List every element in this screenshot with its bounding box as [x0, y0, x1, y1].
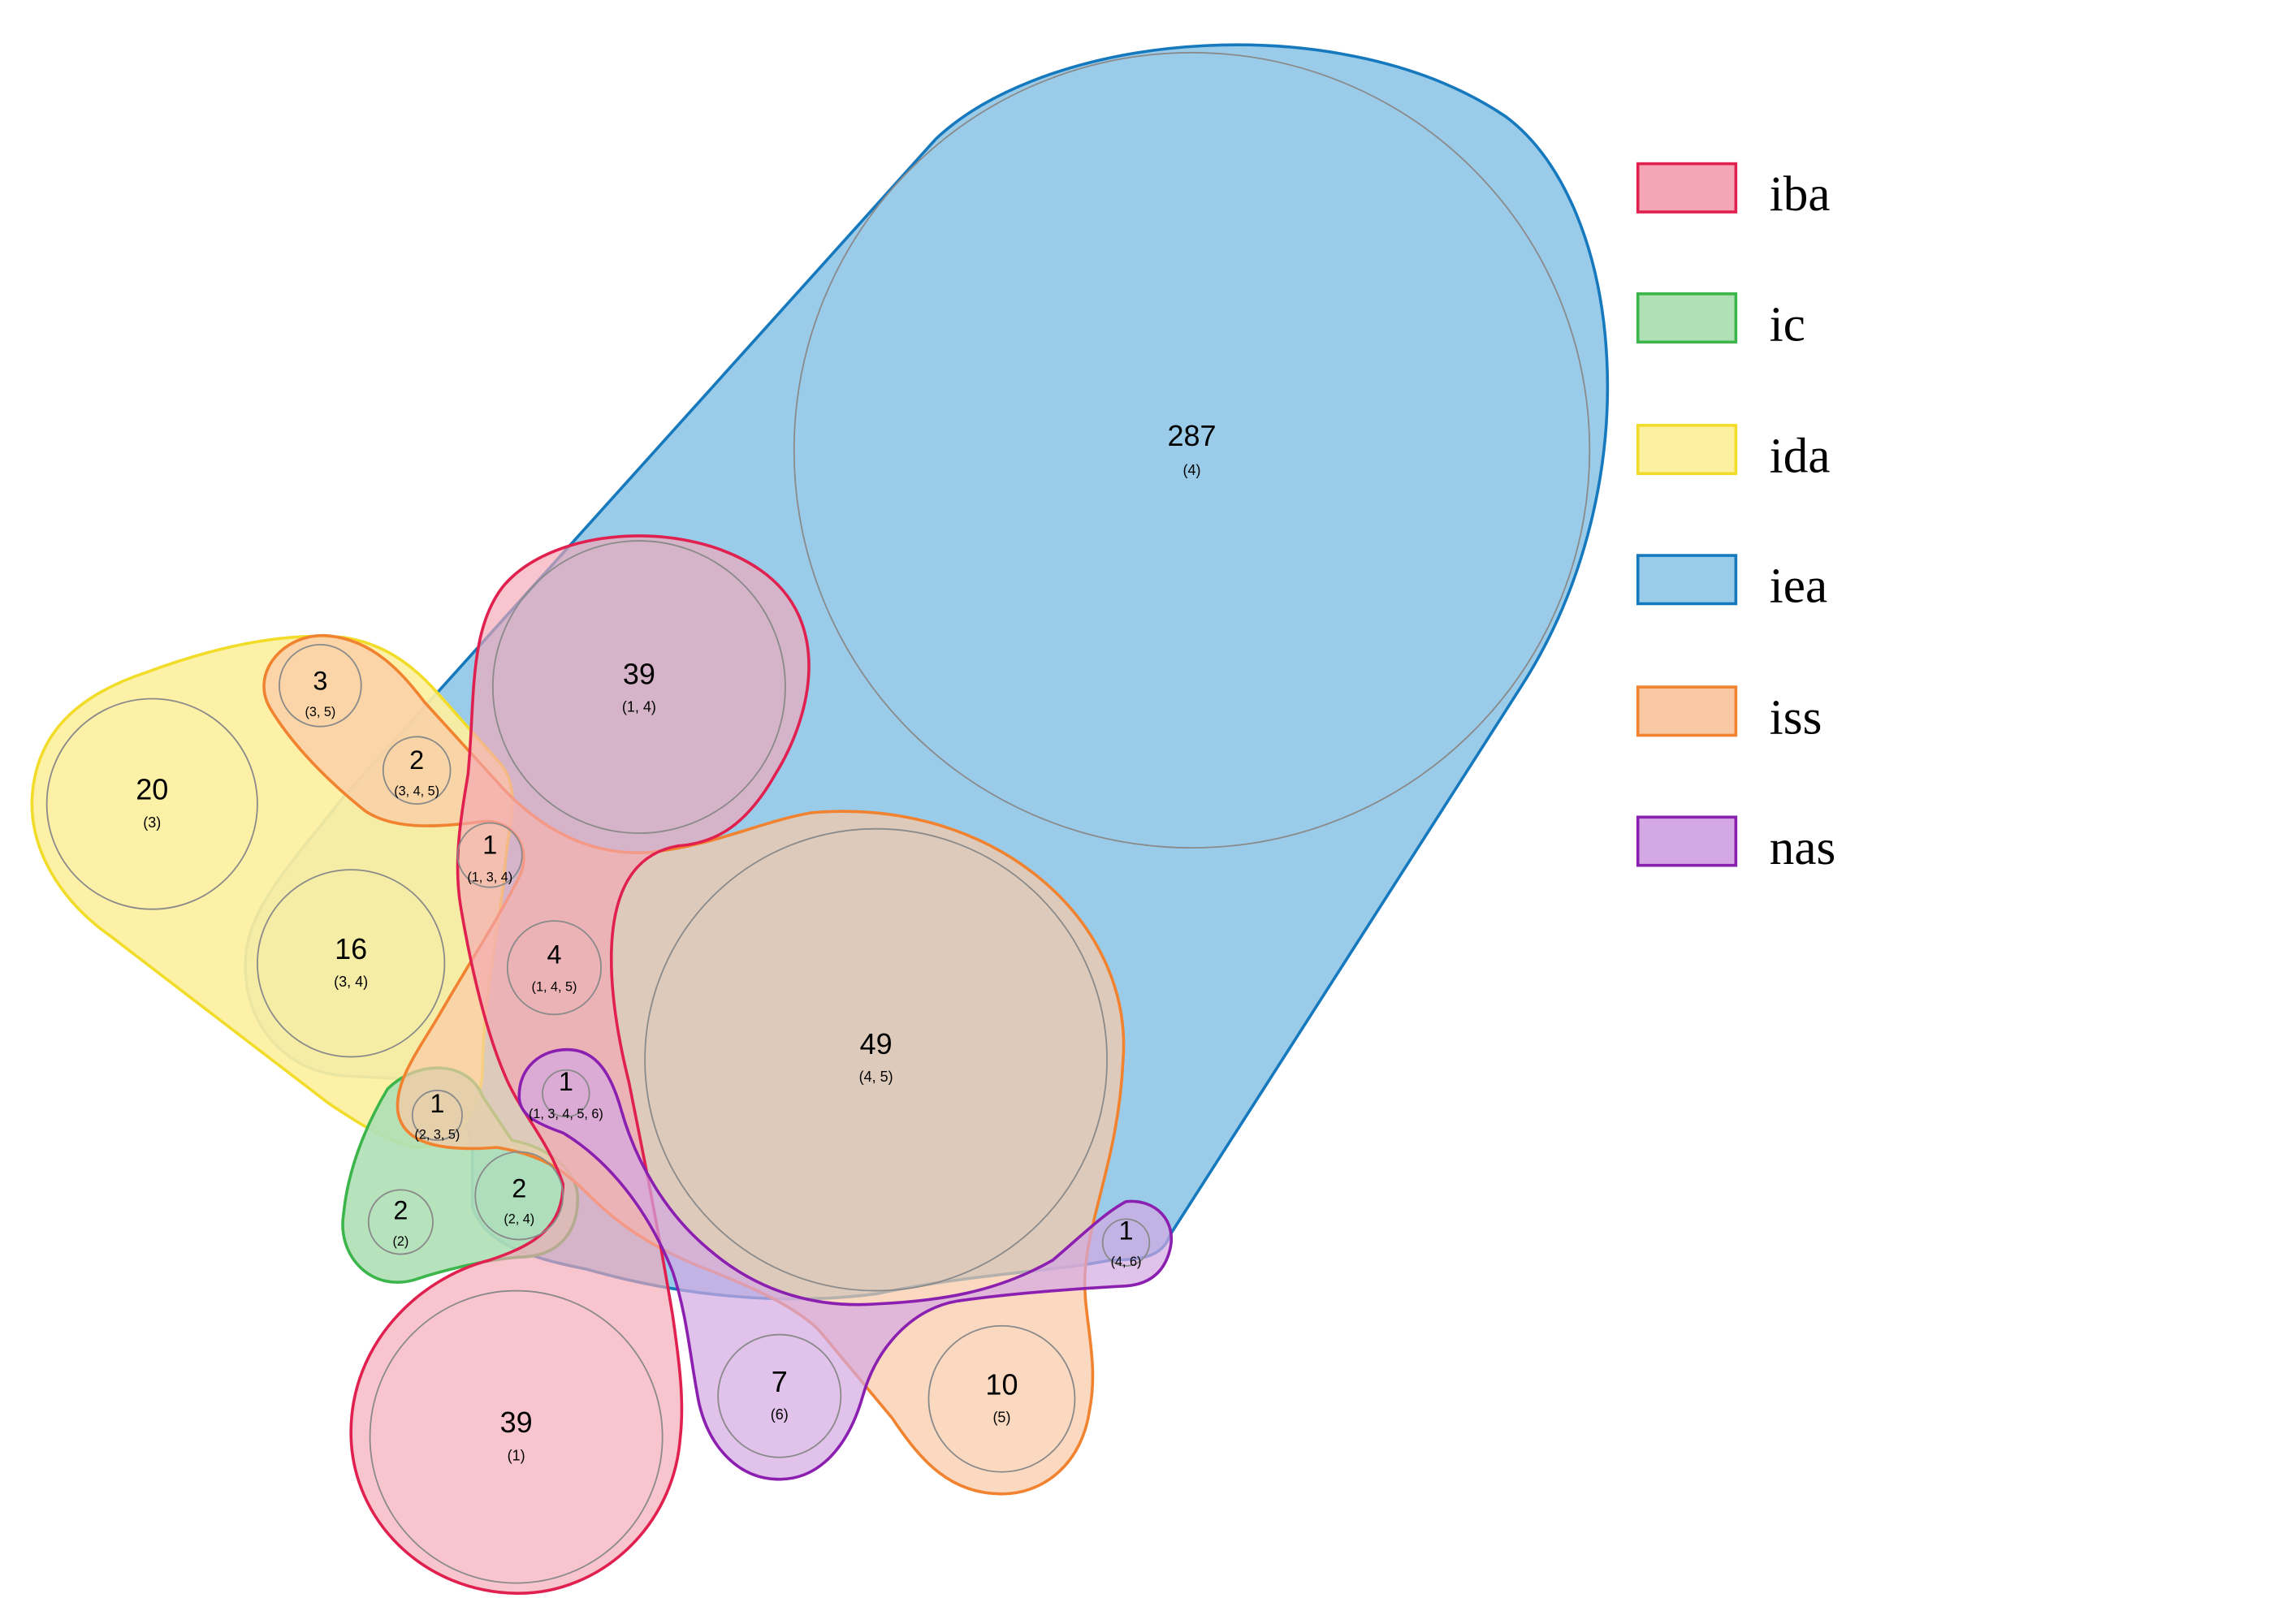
- region-label: 1 (4, 6): [1111, 1216, 1142, 1269]
- legend-swatch: [1636, 292, 1738, 344]
- legend-swatch: [1636, 162, 1738, 214]
- legend-swatch: [1636, 815, 1738, 867]
- region-sets: (1, 4, 5): [532, 980, 577, 995]
- region-circle-4: [793, 51, 1591, 849]
- region-label: 2 (2, 4): [504, 1173, 534, 1226]
- region-circle-134: [456, 822, 523, 888]
- region-sets: (1, 3, 4): [467, 870, 512, 885]
- legend-label: ic: [1770, 296, 1805, 352]
- legend-swatch: [1636, 685, 1738, 737]
- legend-label: iba: [1770, 166, 1831, 222]
- region-label: 287 (4): [1167, 419, 1216, 478]
- region-label: 2 (3, 4, 5): [394, 745, 439, 798]
- region-sets: (2): [392, 1234, 409, 1249]
- legend-item: iba: [1636, 162, 1831, 222]
- region-label: 7(6): [771, 1365, 789, 1423]
- region-circle-46: [1101, 1218, 1151, 1267]
- region-sets: (1, 3, 4, 5, 6): [529, 1107, 603, 1121]
- region-label: 4 (1, 4, 5): [532, 939, 577, 994]
- legend-swatch: [1636, 424, 1738, 476]
- region-circle-24: [474, 1151, 564, 1241]
- region-sets: (3, 4, 5): [394, 784, 439, 798]
- region-sets: (5): [992, 1410, 1010, 1426]
- region-label: 39 (1, 4): [622, 657, 656, 715]
- region-sets: (2, 4): [504, 1212, 534, 1227]
- region-count: 1: [430, 1089, 444, 1118]
- region-sets: (3): [143, 814, 161, 831]
- legend-label: nas: [1770, 820, 1836, 875]
- region-count: 16: [335, 932, 367, 965]
- region-sets: (3, 4): [334, 974, 368, 990]
- legend-label: iss: [1770, 690, 1822, 745]
- region-circle-34: [257, 869, 446, 1058]
- region-circle-1: [369, 1289, 664, 1584]
- region-circle-6: [717, 1333, 842, 1458]
- region-sets: (1): [508, 1447, 525, 1463]
- region-count: 2: [409, 745, 424, 775]
- region-count: 39: [500, 1406, 533, 1439]
- region-count: 39: [623, 657, 655, 690]
- region-count: 4: [547, 939, 561, 969]
- legend-item: ic: [1636, 292, 1805, 352]
- region-count: 287: [1167, 419, 1216, 452]
- region-count: 3: [313, 667, 327, 696]
- region-label: 1 (1, 3, 4, 5, 6): [529, 1067, 603, 1121]
- legend: iba ic ida iea iss nas: [1636, 162, 1836, 875]
- region-label: 1 (1, 3, 4): [467, 830, 512, 884]
- region-circle-3: [45, 698, 258, 910]
- region-sets: (4, 6): [1111, 1255, 1142, 1269]
- region-label: 1 (2, 3, 5): [414, 1089, 460, 1142]
- region-label: 10 (5): [985, 1367, 1018, 1425]
- region-circle-5: [927, 1324, 1076, 1473]
- region-circle-35: [279, 643, 362, 728]
- region-label: 16 (3, 4): [334, 932, 368, 990]
- legend-item: iss: [1636, 685, 1822, 745]
- region-circle-345: [382, 736, 452, 805]
- region-sets: (4): [1183, 462, 1201, 478]
- region-sets: (1, 4): [622, 699, 656, 715]
- legend-item: ida: [1636, 424, 1831, 483]
- legend-label: ida: [1770, 428, 1831, 483]
- region-count: 1: [482, 830, 497, 859]
- legend-swatch: [1636, 554, 1738, 606]
- region-sets: (6): [771, 1406, 789, 1423]
- region-circle-145: [506, 920, 602, 1016]
- region-count: 2: [512, 1173, 526, 1203]
- set-blobs: [30, 43, 1610, 1595]
- region-count: 7: [772, 1365, 788, 1398]
- region-circle-2: [367, 1189, 434, 1255]
- region-label: 39 (1): [500, 1406, 533, 1463]
- region-label: 3 (3, 5): [305, 667, 335, 719]
- region-circle-13456: [542, 1069, 590, 1118]
- region-circle-45: [644, 827, 1108, 1292]
- region-sets: (3, 5): [305, 705, 335, 719]
- region-count: 49: [860, 1027, 893, 1060]
- region-count: 1: [559, 1067, 573, 1096]
- region-circles: [45, 51, 1591, 1584]
- region-labels: 287(4) 39(1, 4) 3(3, 5) 2(3, 4, 5) 20(3)…: [136, 419, 1216, 1463]
- legend-item: nas: [1636, 815, 1836, 875]
- region-count: 2: [393, 1195, 408, 1224]
- region-sets: (2, 3, 5): [414, 1127, 460, 1142]
- region-label: 2 (2): [392, 1195, 409, 1248]
- region-circle-14: [491, 540, 786, 835]
- region-count: 1: [1118, 1216, 1133, 1246]
- region-count: 20: [136, 773, 168, 806]
- region-label: 49 (4, 5): [859, 1027, 893, 1085]
- region-count: 10: [985, 1367, 1018, 1401]
- region-sets: (4, 5): [859, 1069, 893, 1085]
- legend-item: iea: [1636, 554, 1827, 614]
- region-circle-235: [411, 1090, 463, 1142]
- set-blob-nas: [517, 1047, 1173, 1481]
- region-label: 20(3): [136, 773, 168, 831]
- legend-label: iea: [1770, 559, 1827, 614]
